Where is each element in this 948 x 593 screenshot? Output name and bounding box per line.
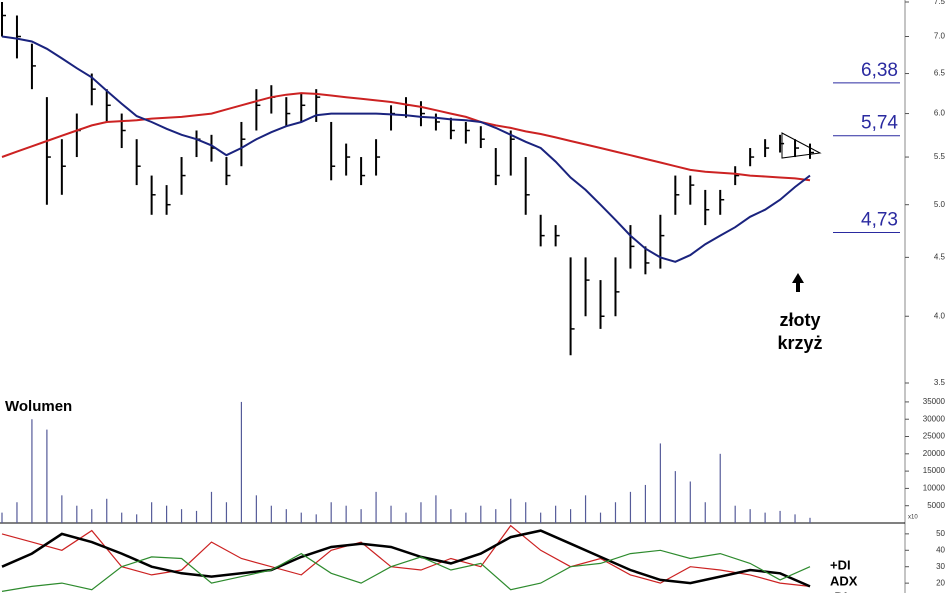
y-tick-label: 5000 (927, 501, 945, 510)
indicator-line (1, 524, 811, 587)
y-tick-label: 6.0 (934, 109, 946, 118)
y-tick-label: 40 (936, 545, 945, 554)
y-tick-label: 3.5 (934, 378, 946, 387)
y-tick-label: 5.5 (934, 152, 946, 161)
moving-average (1, 92, 811, 182)
y-tick-label: 35000 (923, 397, 946, 406)
legend-label: +DI (830, 557, 851, 572)
arrow-up (792, 273, 804, 292)
level-label: 6,38 (861, 60, 898, 81)
y-tick-label: 4.5 (934, 252, 946, 261)
y-tick-label: 7.5 (934, 0, 946, 6)
level-label: 5,74 (861, 113, 898, 134)
indicator-line (1, 529, 811, 588)
y-tick-label: 5.0 (934, 200, 946, 209)
triangle-pattern (781, 132, 822, 159)
y-tick-label: 30 (936, 562, 945, 571)
moving-average (1, 35, 811, 263)
y-tick-label: 20000 (923, 449, 946, 458)
legend-label: -DI (830, 589, 847, 593)
annotation: złoty (779, 310, 820, 330)
y-tick-label: 10000 (923, 484, 946, 493)
legend-label: ADX (830, 573, 858, 588)
y-tick-label: 20 (936, 578, 945, 587)
y-tick-label: 6.5 (934, 69, 946, 78)
indicator-line (1, 549, 811, 592)
y-tick-label: 15000 (923, 466, 946, 475)
y-tick-label: 30000 (923, 414, 946, 423)
annotation: krzyż (777, 333, 822, 353)
level-label: 4,73 (861, 209, 898, 230)
y-tick-label: 7.0 (934, 32, 946, 41)
y-tick-label: 4.0 (934, 311, 946, 320)
y-tick-label: 50 (936, 529, 945, 538)
volume-title: Wolumen (5, 398, 72, 415)
unit-label: x10 (908, 515, 918, 521)
y-tick-label: 25000 (923, 432, 946, 441)
